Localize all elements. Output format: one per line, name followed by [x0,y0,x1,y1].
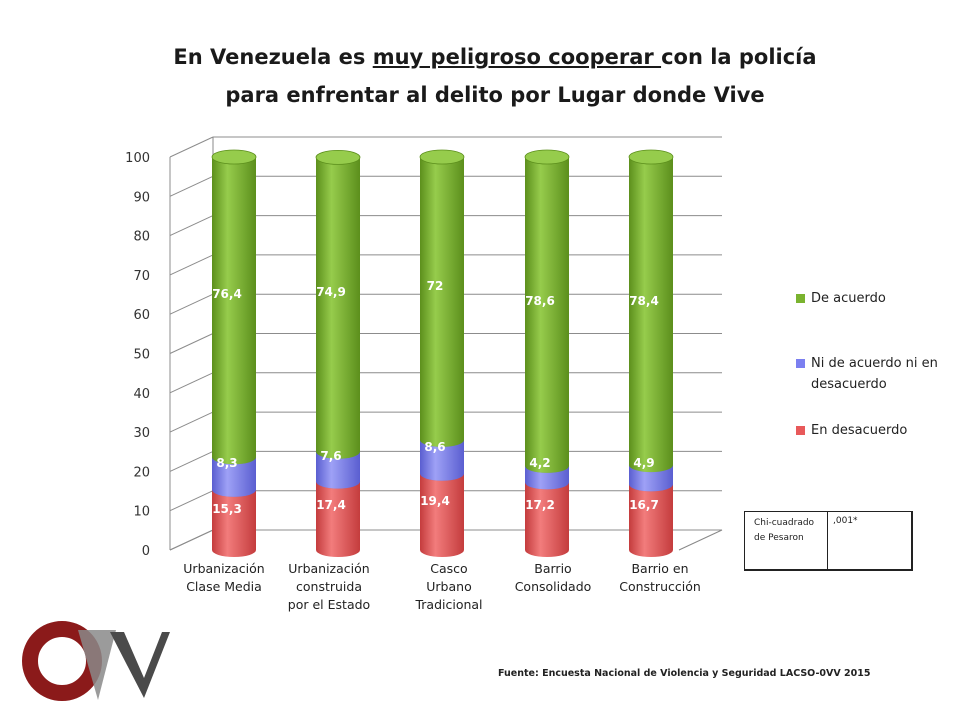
gridline-side [169,411,214,433]
bar-segment [316,451,360,489]
data-label: 17,4 [316,498,346,512]
data-label: 74,9 [316,285,346,299]
logo-second-v [110,632,170,698]
source-note: Fuente: Encuesta Nacional de Violencia y… [498,668,871,679]
gridline-side [169,254,214,276]
y-tick-label: 90 [133,190,150,205]
x-tick-label: Tradicional [414,597,482,612]
data-label: 7,6 [320,449,341,463]
bar-segment [420,473,464,557]
data-label: 76,4 [212,287,242,301]
bar-top-cap [315,149,361,165]
x-tick-label: Construcción [619,579,701,594]
bar-segment [212,457,256,497]
gridline-side [169,333,214,354]
data-labels: 15,3 17,4 19,4 17,2 16,7 8,3 7,6 8,6 4,2 4,9 76,4 7… [212,279,659,516]
gridline-side [169,490,214,512]
data-label: 78,6 [525,294,555,308]
bar-segment [629,484,673,557]
chi-square-value: ,001* [833,516,858,526]
x-tick-label: Urbanización [288,561,369,576]
bar-top-cap [524,149,570,165]
y-tick-label: 10 [133,505,150,520]
x-tick-label: construida [296,579,362,594]
x-tick-label: por el Estado [288,597,370,612]
bar-top-cap [419,149,465,165]
gridline-side [169,215,214,237]
bar-segment [629,465,673,492]
y-tick-label: 100 [125,151,150,166]
y-tick-label: 60 [133,308,150,323]
x-tick-label: Casco [430,561,467,576]
gridline-side [169,450,214,472]
data-label: 16,7 [629,498,659,512]
bar-segment [525,157,569,473]
table-divider [827,512,828,569]
data-label: 8,3 [216,456,237,470]
chi-square-label: Chi-cuadrado de Pesaron [754,518,815,543]
bar-segment [316,157,360,459]
data-label: 15,3 [212,502,242,516]
y-tick-label: 70 [133,269,150,284]
x-tick-label: Barrio [534,561,571,576]
data-label: 4,2 [529,456,550,470]
title-line-1: En Venezuela es muy peligroso cooperar c… [173,45,817,69]
y-tick-label: 40 [133,387,150,402]
x-tick-label: Urbano [426,579,471,594]
bar-top-cap [628,149,674,165]
y-tick-label: 80 [133,230,150,245]
legend-swatch-en-desacuerdo [796,426,805,435]
x-tick-label: Clase Media [186,579,262,594]
y-tick-label: 30 [133,426,150,441]
x-tick-label: Urbanización [183,561,264,576]
data-label: 8,6 [424,440,445,454]
gridline-side [169,175,214,197]
bar-segment [525,482,569,557]
y-tick-label: 20 [133,465,150,480]
x-tick-label: Barrio en [631,561,688,576]
title-line-2: para enfrentar al delito por Lugar donde… [225,83,765,107]
x-axis: Urbanización Clase Media Urbanización const… [183,561,700,612]
bar-segment [420,439,464,481]
data-label: 19,4 [420,494,450,508]
y-tick-label: 0 [142,544,150,559]
chart-bars [211,149,674,557]
gridline-side [169,293,214,315]
bar-segment [629,157,673,473]
title-underlined-phrase: muy peligroso cooperar [372,45,662,69]
data-label: 4,9 [633,456,654,470]
bar-segment [316,481,360,557]
y-tick-label: 50 [133,348,150,363]
gridline-side [169,372,214,394]
gridline-side [169,529,214,551]
bar-segment [420,157,464,447]
ovv-logo [22,621,170,701]
legend-swatch-ni-de-acuerdo [796,359,805,368]
logo-first-v [78,630,116,700]
chart-title: En Venezuela es muy peligroso cooperar c… [0,38,960,114]
data-label: 72 [427,279,444,293]
bar-top-cap [211,149,257,165]
data-label: 78,4 [629,294,659,308]
x-tick-label: Consolidado [515,579,592,594]
legend-swatch-de-acuerdo [796,294,805,303]
bar-segment [212,157,256,465]
chi-square-table: Chi-cuadrado de Pesaron ,001* [744,511,913,571]
data-label: 17,2 [525,498,555,512]
gridline-side [169,136,214,158]
y-axis: 0 10 20 30 40 50 60 70 80 90 100 [125,151,171,559]
bar-segment [212,489,256,557]
